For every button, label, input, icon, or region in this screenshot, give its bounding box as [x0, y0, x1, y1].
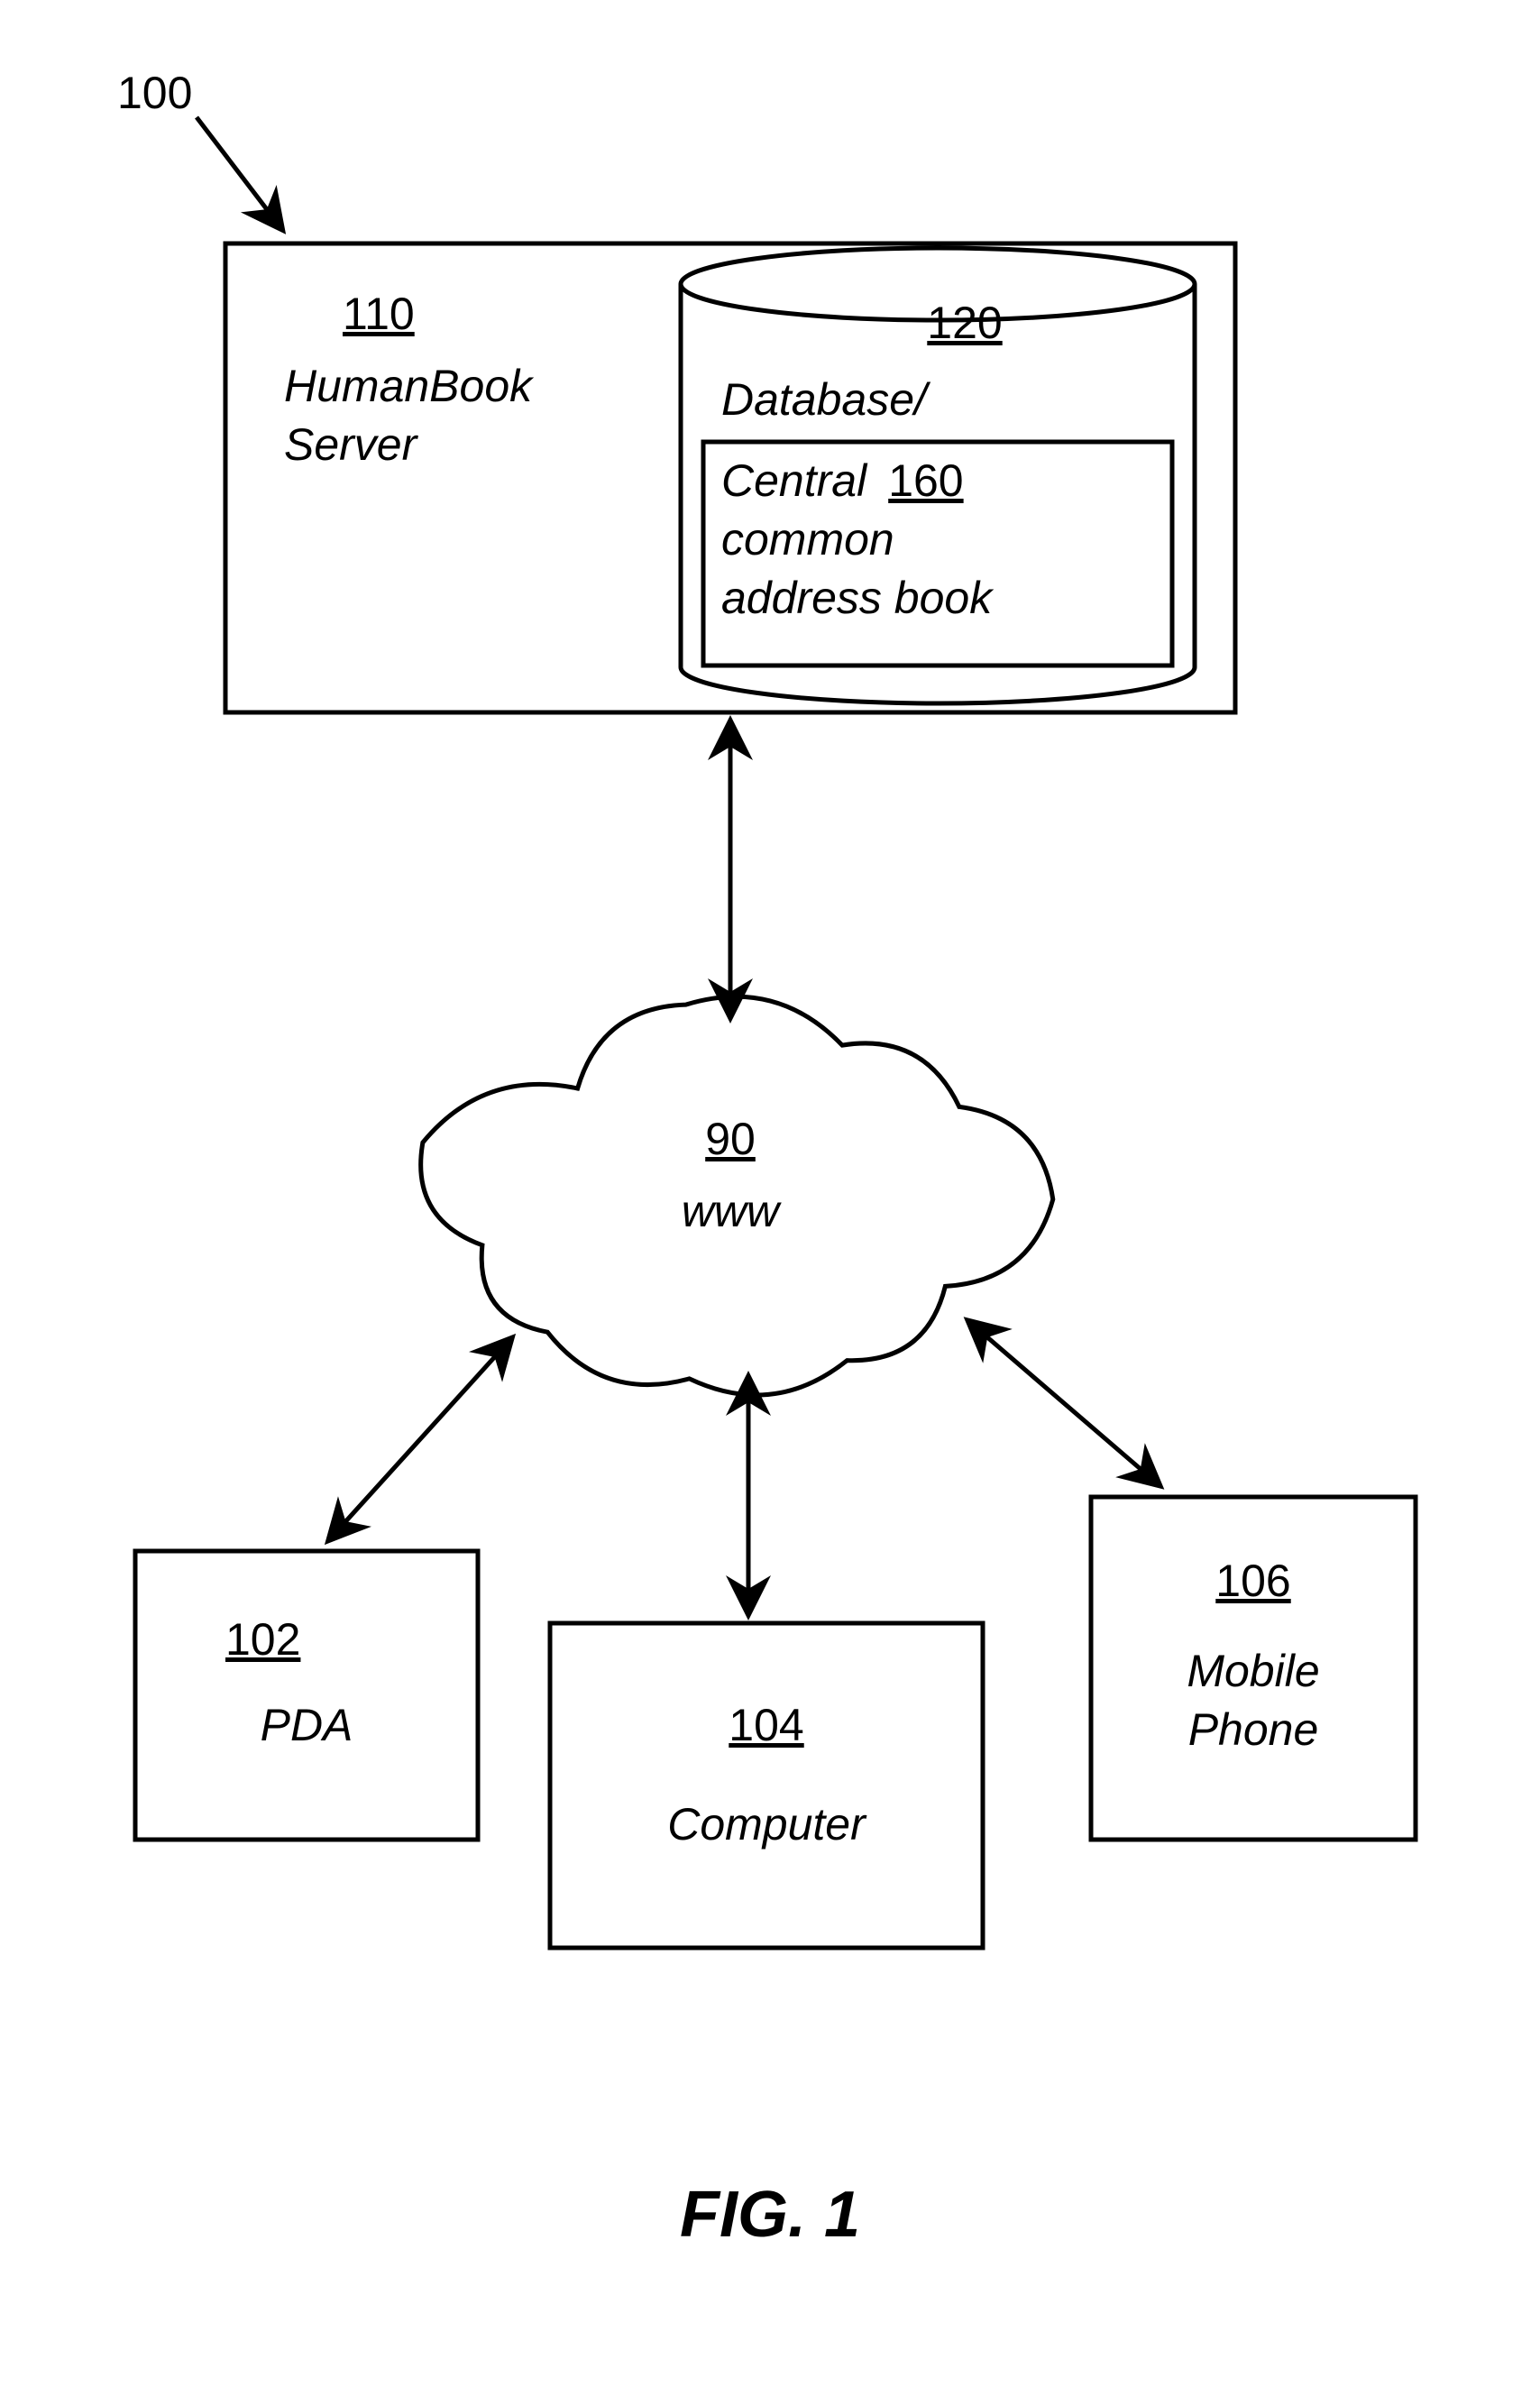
server-label-2: Server [284, 419, 419, 470]
pda-ref: 102 [225, 1614, 300, 1665]
computer-box [550, 1623, 983, 1948]
server-label-1: HumanBook [284, 361, 535, 411]
address-book-line1: Central160 [721, 455, 964, 506]
computer-label: Computer [667, 1799, 867, 1850]
cloud-mobile-arrow [974, 1326, 1154, 1481]
cloud-label: www [682, 1186, 782, 1236]
figure-caption: FIG. 1 [680, 2179, 860, 2251]
database-ref: 120 [927, 298, 1002, 348]
mobile-ref: 106 [1215, 1556, 1290, 1606]
cloud-ref: 90 [705, 1114, 756, 1164]
server-ref: 110 [343, 289, 415, 339]
mobile-label-2: Phone [1188, 1704, 1319, 1755]
computer-ref: 104 [729, 1700, 803, 1750]
cloud-pda-arrow [334, 1344, 507, 1535]
pda-label: PDA [261, 1700, 353, 1750]
database-label: Database/ [721, 374, 931, 425]
network-diagram: 100 110 HumanBook Server 120 Database/ C… [0, 0, 1540, 2405]
mobile-label-1: Mobile [1187, 1646, 1319, 1696]
pda-box [135, 1551, 478, 1840]
system-ref: 100 [117, 68, 192, 118]
address-book-line2: common [721, 514, 894, 565]
system-pointer-arrow [197, 117, 278, 224]
address-book-line3: address book [721, 573, 995, 623]
